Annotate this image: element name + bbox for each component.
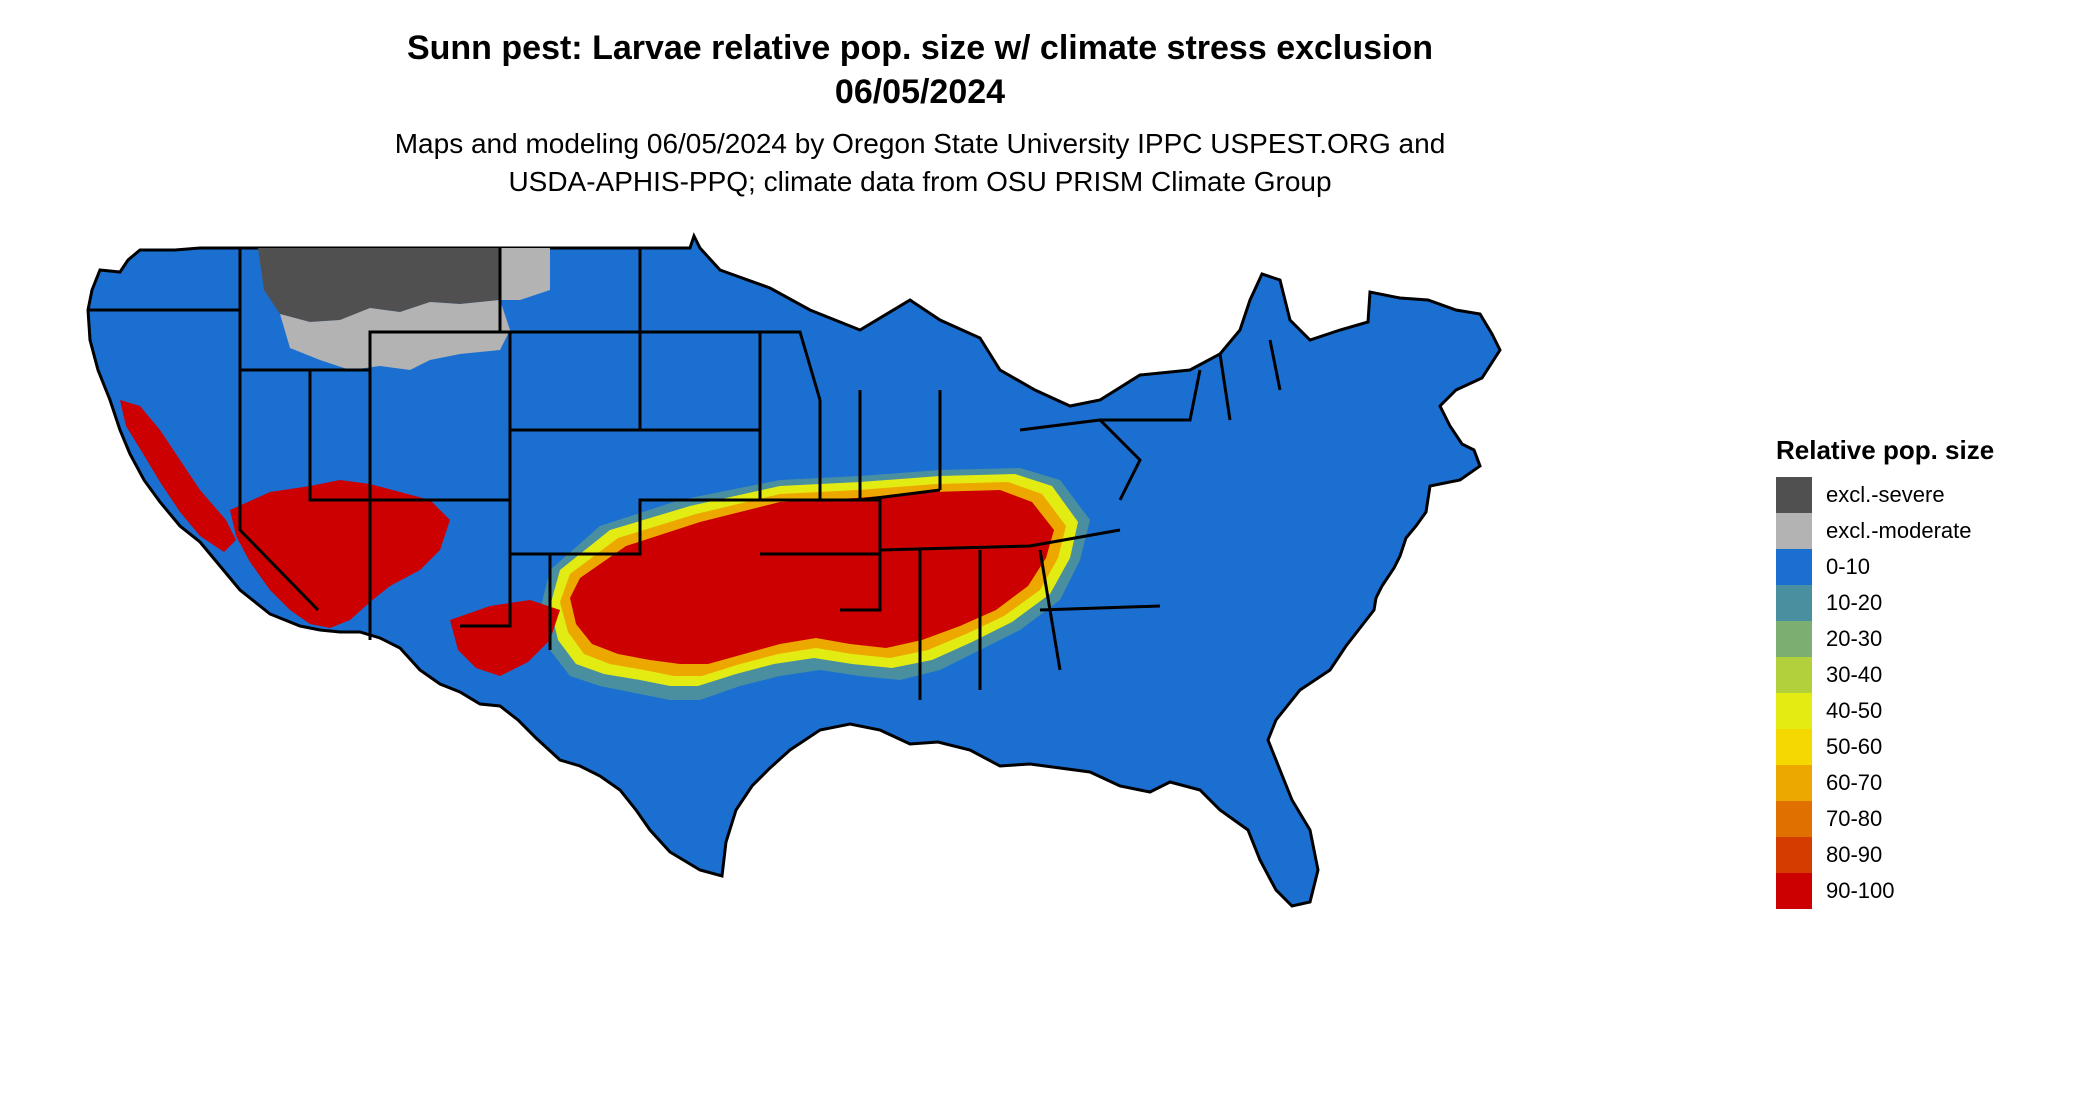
legend-label: excl.-severe [1826, 482, 1945, 507]
legend-swatch [1776, 837, 1812, 873]
legend-item: 70-80 [1776, 801, 2076, 837]
legend-swatch [1776, 513, 1812, 549]
sw-hot-patch-2 [230, 480, 450, 628]
legend-swatch [1776, 549, 1812, 585]
legend-item: 40-50 [1776, 693, 2076, 729]
legend-item: excl.-moderate [1776, 513, 2076, 549]
legend-label: 20-30 [1826, 626, 1883, 651]
legend-item: excl.-severe [1776, 477, 2076, 513]
legend-label: excl.-moderate [1826, 518, 1972, 543]
tx-border-hot-patch [450, 600, 560, 676]
legend-item: 50-60 [1776, 729, 2076, 765]
legend-swatch [1776, 729, 1812, 765]
map-title: Sunn pest: Larvae relative pop. size w/ … [406, 29, 1434, 67]
legend-label: 80-90 [1826, 842, 1883, 867]
legend-item: 10-20 [1776, 585, 2076, 621]
legend-swatch [1776, 477, 1812, 513]
legend-label: 90-100 [1826, 878, 1895, 903]
legend-item: 80-90 [1776, 837, 2076, 873]
credit-line-1: Maps and modeling 06/05/2024 by Oregon S… [394, 128, 1446, 159]
legend-swatch [1776, 765, 1812, 801]
us-map [80, 230, 1760, 1120]
legend-swatch [1776, 693, 1812, 729]
legend-label: 60-70 [1826, 770, 1883, 795]
legend-item: 30-40 [1776, 657, 2076, 693]
legend-item: 0-10 [1776, 549, 2076, 585]
map-date: 06/05/2024 [834, 73, 1006, 111]
us-map-svg [86, 232, 1502, 908]
map-legend: Relative pop. size excl.-severe excl.-mo… [1776, 433, 2076, 909]
excl-severe-region [258, 248, 500, 322]
legend-swatch [1776, 801, 1812, 837]
state-borders [88, 248, 1282, 700]
legend-label: 70-80 [1826, 806, 1883, 831]
legend-label: 10-20 [1826, 590, 1883, 615]
credit-line-2: USDA-APHIS-PPQ; climate data from OSU PR… [508, 166, 1332, 197]
band-90-100 [570, 490, 1054, 664]
legend-swatch [1776, 621, 1812, 657]
legend-swatch [1776, 873, 1812, 909]
legend-label: 40-50 [1826, 698, 1883, 723]
legend-swatch [1776, 657, 1812, 693]
legend-item: 20-30 [1776, 621, 2076, 657]
legend-label: 0-10 [1826, 554, 1871, 579]
legend-label: 30-40 [1826, 662, 1883, 687]
excl-moderate-region [280, 248, 550, 370]
legend-item: 60-70 [1776, 765, 2076, 801]
sw-hot-patch-1 [120, 400, 236, 552]
legend-label: 50-60 [1826, 734, 1883, 759]
legend-item: 90-100 [1776, 873, 2076, 909]
legend-title: Relative pop. size [1776, 435, 1995, 465]
legend-swatch [1776, 585, 1812, 621]
